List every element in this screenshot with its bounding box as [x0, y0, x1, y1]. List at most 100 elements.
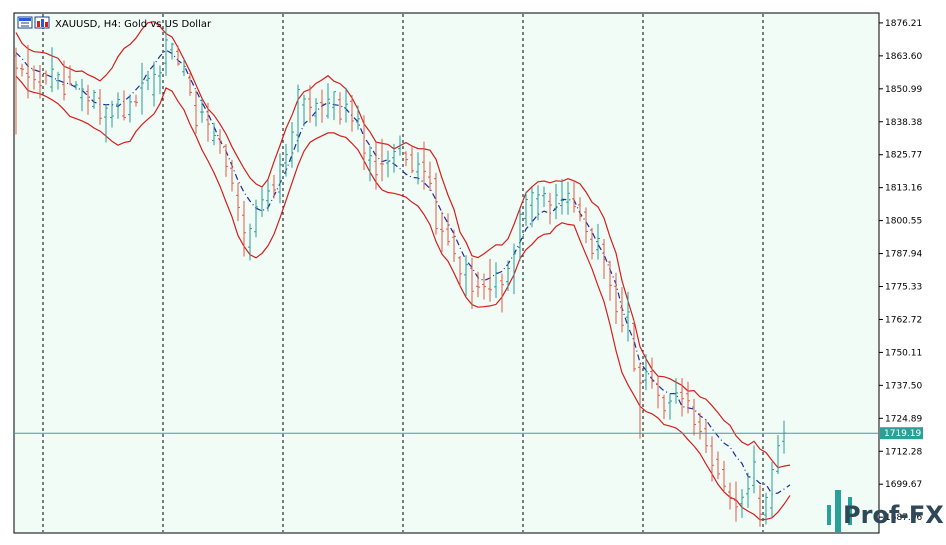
ohlc-bar — [764, 492, 768, 525]
ohlc-bar — [692, 398, 696, 436]
ohlc-bar — [164, 20, 168, 76]
ohlc-bar — [356, 105, 360, 130]
ohlc-bar — [332, 91, 336, 121]
ohlc-bar — [398, 135, 402, 156]
price-axis-label: 1800.55 — [885, 217, 922, 227]
ohlc-bar — [548, 192, 552, 225]
ohlc-bar — [344, 87, 348, 123]
ohlc-bar — [416, 152, 420, 185]
price-axis-label: 1850.99 — [885, 85, 922, 95]
plot-area[interactable] — [13, 12, 880, 534]
lower-band-line — [15, 75, 791, 521]
ohlc-bar — [44, 70, 48, 85]
ohlc-bar — [638, 362, 642, 439]
ohlc-bar — [56, 71, 60, 90]
ohlc-bar — [32, 65, 36, 90]
ohlc-bar — [182, 59, 186, 76]
ohlc-bar — [248, 223, 252, 261]
ohlc-bar — [302, 94, 306, 127]
ohlc-bar — [122, 90, 126, 121]
ohlc-bar — [350, 95, 354, 132]
price-axis-label: 1775.33 — [885, 283, 922, 293]
ohlc-bar — [392, 143, 396, 173]
price-axis: 1876.21 1863.60 1850.99 1838.38 1825.77 1813.… — [879, 19, 922, 523]
ohlc-bar — [626, 291, 630, 342]
ohlc-bar — [458, 256, 462, 287]
ohlc-bar — [38, 65, 42, 99]
ohlc-bar — [188, 72, 192, 96]
ohlc-bar — [698, 412, 702, 440]
ohlc-bar — [746, 472, 750, 508]
ohlc-bar — [284, 143, 288, 177]
ohlc-bar — [668, 394, 672, 420]
ohlc-bar — [212, 122, 216, 146]
ohlc-bar — [50, 47, 54, 93]
ohlc-bar — [368, 145, 372, 182]
ohlc-bar — [254, 199, 258, 238]
ohlc-bar — [206, 102, 210, 142]
ohlc-bar — [320, 89, 324, 123]
ohlc-bar — [14, 47, 18, 135]
ohlc-bar — [290, 121, 294, 168]
ohlc-bar — [632, 320, 636, 372]
ohlc-bar — [86, 84, 90, 115]
ohlc-bar — [74, 80, 78, 90]
ohlc-bar — [380, 138, 384, 182]
price-axis-label: 1825.77 — [885, 151, 922, 161]
ohlc-bar — [566, 181, 570, 215]
ohlc-bar — [152, 61, 156, 107]
ohlc-bar — [476, 271, 480, 298]
price-axis-label: 1737.50 — [885, 381, 922, 391]
ohlc-bar — [158, 65, 162, 95]
ohlc-bar — [710, 436, 714, 482]
ohlc-bar — [236, 182, 240, 221]
ohlc-bar — [218, 129, 222, 154]
ohlc-bar — [92, 89, 96, 109]
ohlc-bar — [308, 85, 312, 123]
ohlc-bar — [542, 186, 546, 208]
ohlc-bar — [278, 153, 282, 204]
ohlc-bar — [176, 45, 180, 66]
ohlc-bar — [716, 451, 720, 480]
ohlc-bar — [140, 62, 144, 115]
ohlc-bar — [428, 161, 432, 191]
ohlc-bar — [260, 187, 264, 217]
ohlc-bar — [620, 287, 624, 333]
ohlc-bar — [560, 178, 564, 215]
price-axis-label: 1750.11 — [885, 348, 922, 358]
ohlc-bar — [596, 223, 600, 260]
ohlc-bar — [200, 98, 204, 123]
chart-window-icon — [17, 16, 33, 29]
ohlc-bar — [194, 90, 198, 134]
ohlc-bar — [266, 180, 270, 212]
ohlc-bar — [662, 394, 666, 420]
ohlc-bar — [464, 255, 468, 297]
session-separators — [42, 14, 764, 532]
ohlc-bar — [146, 71, 150, 91]
ohlc-bar — [608, 260, 612, 301]
ohlc-bar — [374, 141, 378, 190]
ohlc-bar — [740, 489, 744, 518]
price-axis-label: 1762.72 — [885, 315, 922, 325]
price-axis-label: 1838.38 — [885, 118, 922, 128]
bollinger-bands — [15, 20, 791, 521]
ohlc-bar — [500, 273, 504, 313]
ohlc-bar — [644, 354, 648, 391]
current-price-label: 1719.19 — [884, 429, 921, 439]
ohlc-bar — [722, 460, 726, 491]
ohlc-bar — [68, 65, 72, 86]
ohlc-bar — [578, 197, 582, 222]
ohlc-bar — [482, 273, 486, 300]
ohlc-bar — [524, 191, 528, 226]
ohlc-bar — [80, 78, 84, 112]
ohlc-bar — [446, 213, 450, 246]
chart-type-icon — [34, 16, 50, 29]
price-bars — [14, 20, 786, 527]
middle-band-line — [15, 49, 791, 495]
ohlc-bar — [98, 89, 102, 125]
ohlc-bar — [338, 92, 342, 125]
ohlc-bar — [62, 60, 66, 101]
ohlc-bar — [512, 243, 516, 295]
